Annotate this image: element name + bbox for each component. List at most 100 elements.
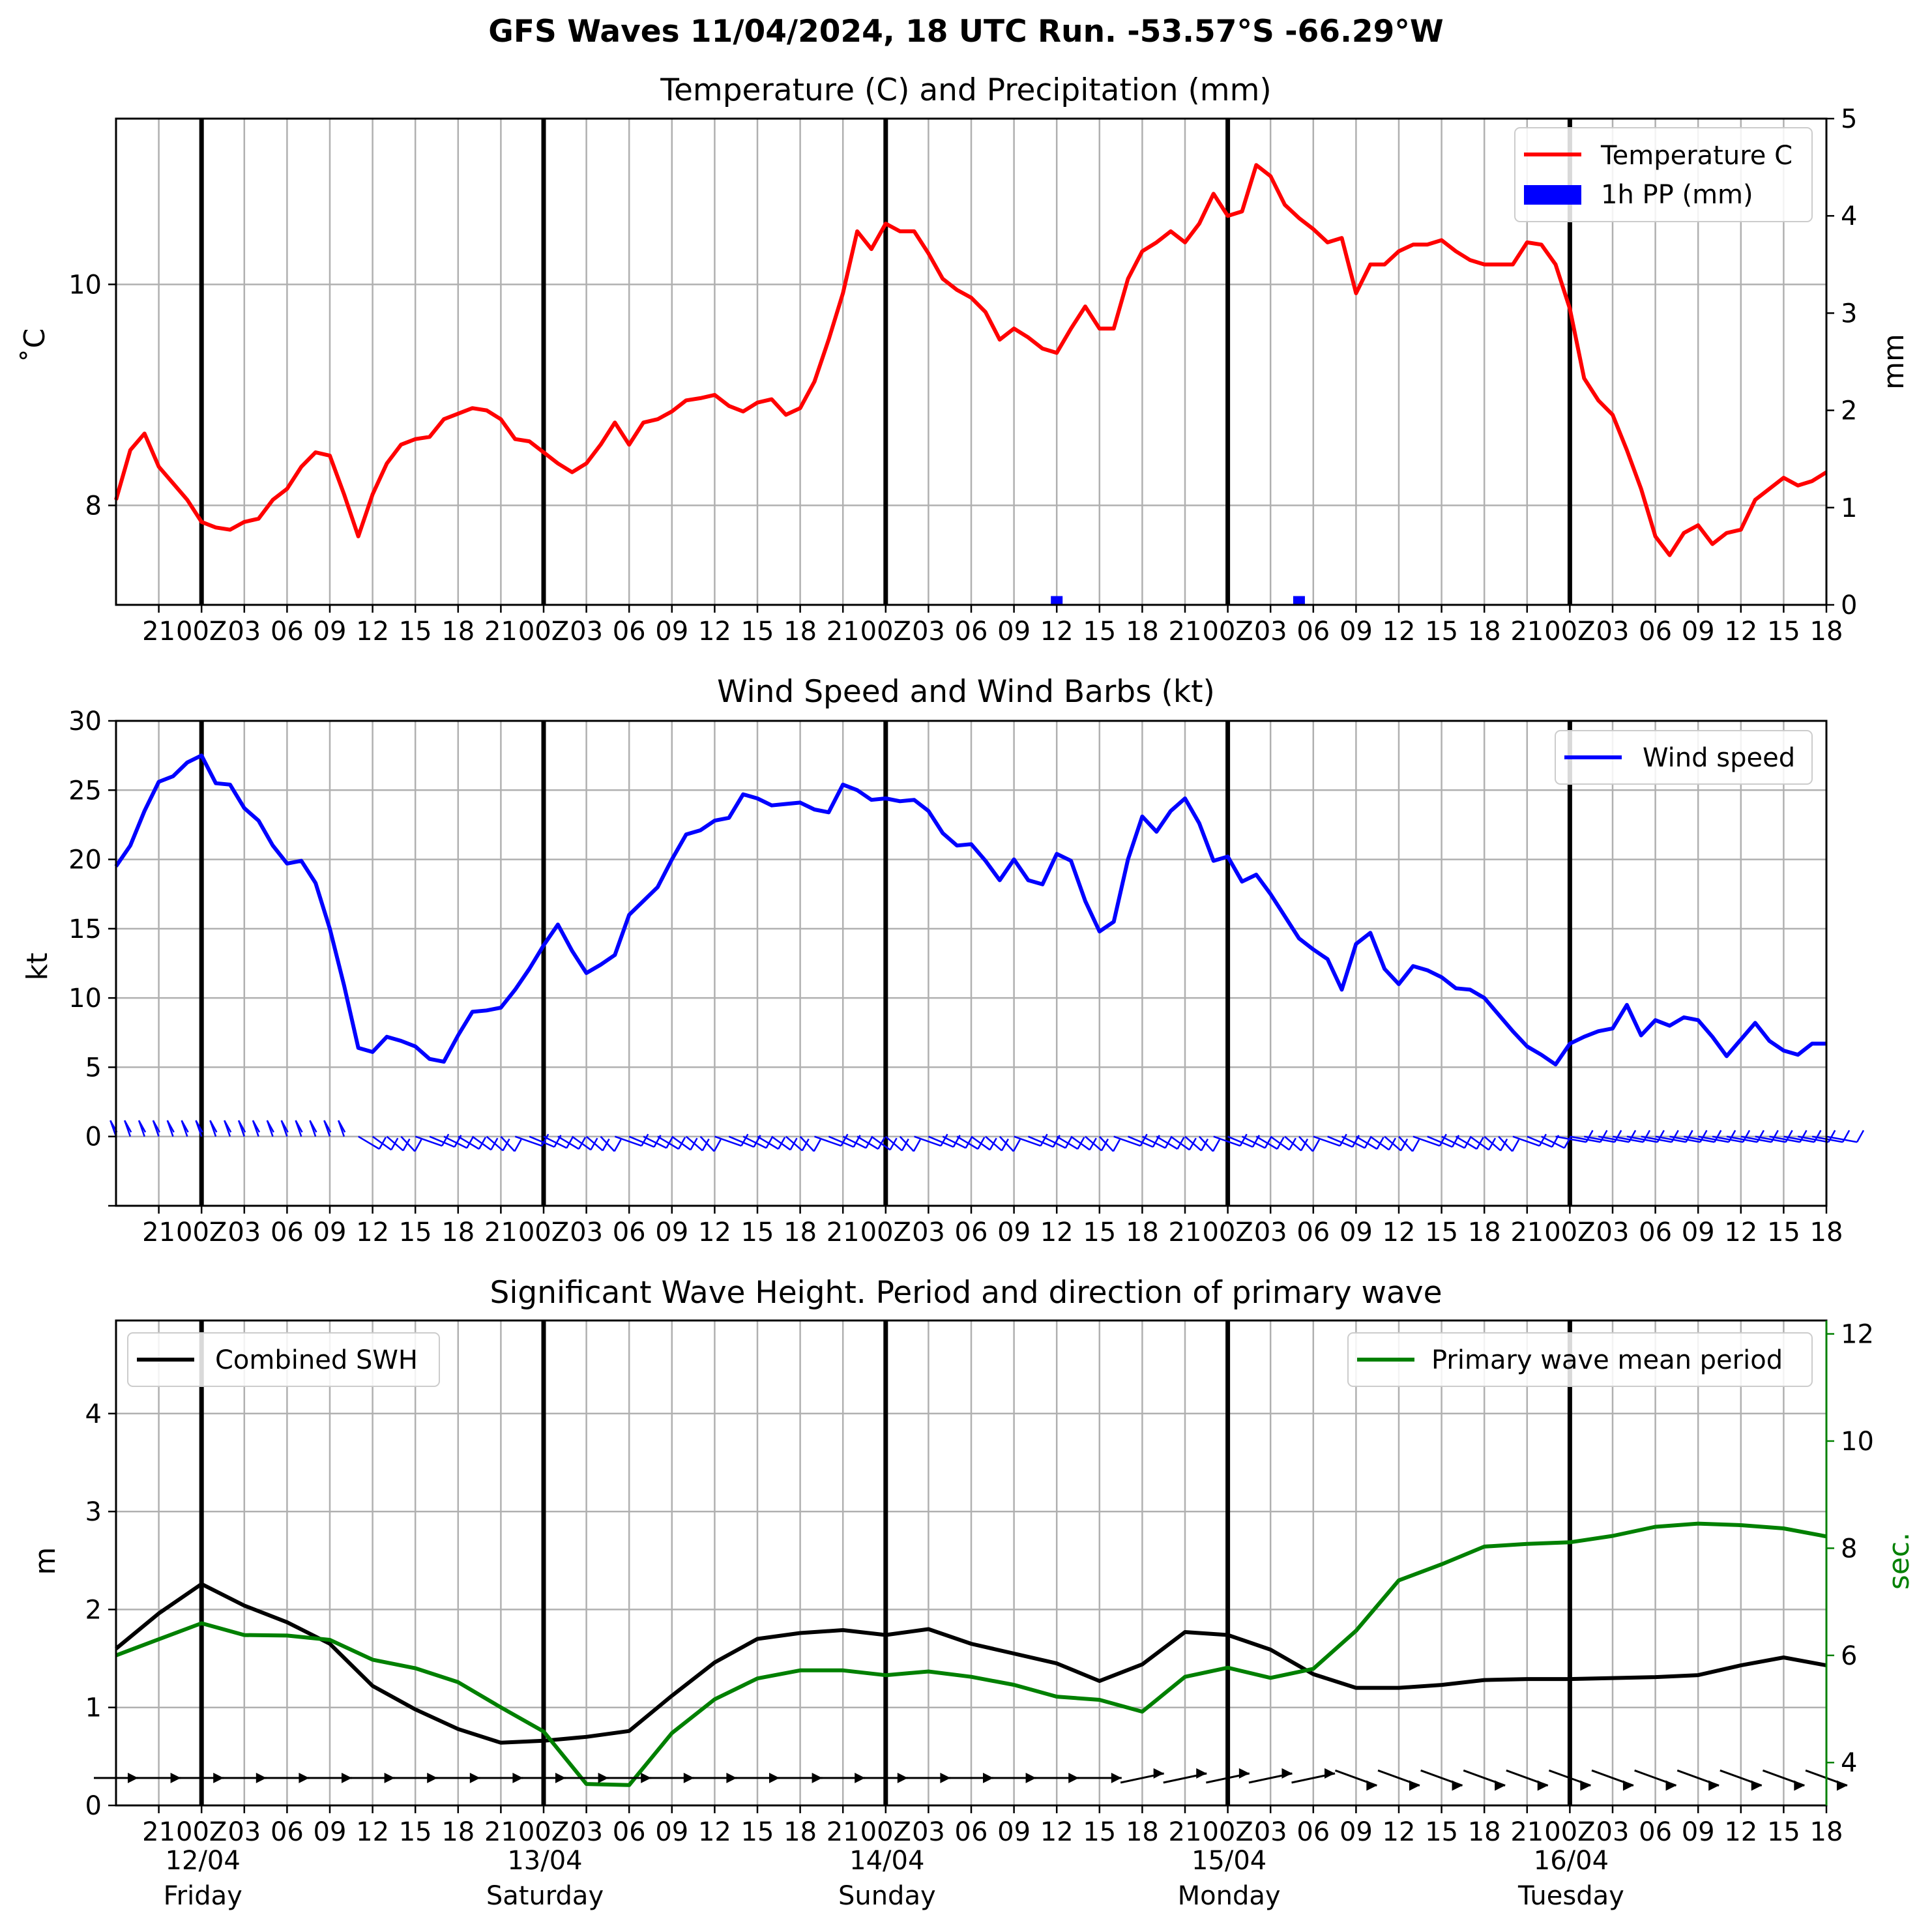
- wind-barb: [1684, 1135, 1715, 1143]
- day-labels: 12/04 Friday 13/04 Saturday 14/04 Sunday 15/04…: [164, 1846, 1624, 1911]
- day-name-label: Monday: [1178, 1881, 1281, 1911]
- x-tick-label: 21: [1510, 1218, 1544, 1248]
- x-tick-label: 09: [997, 1218, 1031, 1248]
- wave-direction-arrowhead: [1495, 1780, 1506, 1791]
- wind-barb-flag: [940, 1133, 948, 1146]
- wind-barb: [443, 1135, 467, 1149]
- figure-suptitle: GFS Waves 11/04/2024, 18 UTC Run. -53.57…: [488, 14, 1443, 50]
- wind-barb-flag: [414, 1139, 422, 1152]
- wind-barb-flag: [1064, 1135, 1073, 1148]
- wind-barb: [1469, 1135, 1489, 1151]
- wind-barb: [1170, 1135, 1190, 1151]
- wind-barb: [671, 1135, 692, 1151]
- temperature-precip-panel: Temperature (C) and Precipitation (mm) 8…: [18, 72, 1910, 647]
- wind-barb: [871, 1135, 891, 1151]
- wave-panel-title: Significant Wave Height. Period and dire…: [490, 1275, 1442, 1311]
- x-tick-label: 12: [1383, 1218, 1416, 1248]
- wind-barb-flag: [1001, 1138, 1009, 1151]
- x-tick-label: 21: [827, 1817, 860, 1847]
- wind-barb: [1626, 1135, 1658, 1143]
- wind-barb-flag: [1463, 1135, 1472, 1148]
- x-tick-label: 00Z: [1544, 1218, 1595, 1248]
- x-tick-label: 09: [1339, 1218, 1373, 1248]
- x-tick-label: 00Z: [1544, 1817, 1595, 1847]
- wave-panel: Significant Wave Height. Period and dire…: [29, 1275, 1916, 1847]
- wave-direction-arrowhead: [512, 1772, 523, 1783]
- wind-barb-flag: [441, 1133, 450, 1146]
- x-tick-label: 00Z: [176, 1817, 227, 1847]
- x-tick-label: 00Z: [860, 617, 911, 647]
- wind-barb: [386, 1135, 404, 1152]
- y-tick-label: 10: [68, 270, 102, 300]
- wave-direction-arrowhead: [555, 1772, 566, 1783]
- wind-barb: [643, 1135, 667, 1149]
- swh-legend-box: [127, 1332, 440, 1387]
- wind-barb-flag: [1212, 1139, 1221, 1152]
- x-tick-label: 21: [484, 1817, 518, 1847]
- x-tick-label: 06: [271, 1218, 304, 1248]
- y2-tick-label: 5: [1841, 104, 1857, 134]
- wind-barb: [1213, 1135, 1241, 1147]
- y-tick-label: 4: [85, 1399, 102, 1429]
- wave-direction-arrowhead: [641, 1772, 652, 1783]
- y-tick-label: 2: [85, 1595, 102, 1625]
- day-name-label: Sunday: [838, 1881, 936, 1911]
- x-tick-label: 21: [142, 617, 175, 647]
- wind-barb-flag: [1439, 1133, 1447, 1146]
- wind-barb-flag: [1239, 1133, 1248, 1146]
- wind-barb: [429, 1135, 455, 1148]
- x-tick-label: 15: [1425, 617, 1458, 647]
- x-tick-label: 09: [1682, 617, 1715, 647]
- wind-barb: [1156, 1135, 1178, 1150]
- wind-barb: [1726, 1135, 1758, 1143]
- wind-barb: [999, 1135, 1014, 1152]
- x-tick-label: 15: [1083, 617, 1116, 647]
- x-tick-label: 12: [1040, 1817, 1074, 1847]
- wind-barb-flag: [1012, 1139, 1021, 1152]
- x-tick-label: 18: [441, 617, 475, 647]
- wind-barb: [942, 1135, 967, 1149]
- wind-y-axis-label: kt: [21, 953, 54, 981]
- x-tick-label: 09: [314, 1218, 347, 1248]
- wave-direction-arrowhead: [342, 1772, 352, 1783]
- x-tick-label: 03: [570, 617, 603, 647]
- x-tick-label: 09: [1682, 1218, 1715, 1248]
- temperature-legend-box: [1514, 127, 1813, 222]
- x-tick-label: 06: [1296, 1218, 1330, 1248]
- legend-swh-label: Combined SWH: [215, 1345, 418, 1375]
- wind-barb: [985, 1135, 1003, 1152]
- wind-barb: [1498, 1135, 1514, 1152]
- wind-barb: [657, 1135, 679, 1150]
- temperature-legend: Temperature C 1h PP (mm): [1514, 127, 1813, 222]
- x-tick-label: 15: [1083, 1218, 1116, 1248]
- x-tick-label: 06: [955, 1817, 988, 1847]
- wind-barb: [1098, 1135, 1114, 1152]
- x-tick-label: 06: [1296, 617, 1330, 647]
- wind-barb-flag: [124, 1120, 132, 1133]
- wind-barb: [1527, 1135, 1553, 1148]
- wind-barb-flag: [138, 1120, 147, 1133]
- wave-direction-arrowhead: [812, 1772, 823, 1783]
- x-tick-label: 12: [356, 617, 389, 647]
- x-tick-label: 06: [271, 617, 304, 647]
- wind-barb: [1484, 1135, 1502, 1152]
- x-tick-label: 12: [698, 1218, 731, 1248]
- legend-temperature-label: Temperature C: [1600, 141, 1793, 171]
- wind-barb: [529, 1135, 555, 1148]
- wind-barb-flag: [195, 1120, 203, 1133]
- y-tick-label: 1: [85, 1693, 102, 1723]
- x-tick-label: 09: [314, 1817, 347, 1847]
- wave-direction-arrowhead: [1708, 1780, 1720, 1791]
- wind-barb-flag: [1112, 1139, 1121, 1152]
- wave-direction-arrowhead: [983, 1772, 993, 1783]
- wind-barb: [458, 1135, 480, 1150]
- wind-barb: [1141, 1135, 1166, 1149]
- x-tick-label: 09: [997, 1817, 1031, 1847]
- x-tick-label: 21: [1169, 1218, 1202, 1248]
- x-tick-label: 00Z: [1202, 1218, 1253, 1248]
- wave-direction-arrowhead: [1665, 1780, 1676, 1791]
- wind-barb: [1056, 1135, 1078, 1150]
- wind-barb: [1027, 1135, 1054, 1148]
